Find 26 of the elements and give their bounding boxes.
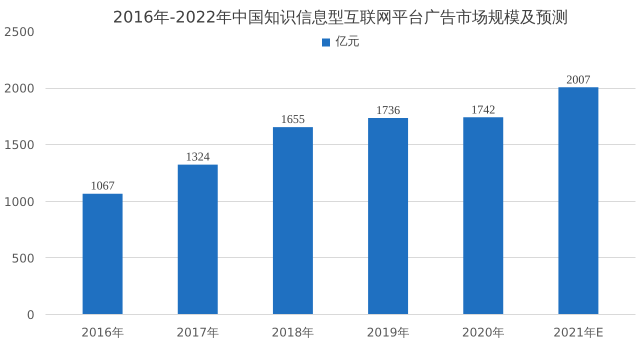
- x-tick-label: 2016年: [81, 326, 124, 340]
- bar: [558, 87, 598, 314]
- x-tick-label: 2019年: [366, 326, 410, 340]
- y-tick-label: 0: [26, 308, 35, 322]
- y-tick-label: 2000: [4, 82, 35, 96]
- x-tick-label: 2021年E: [553, 326, 604, 340]
- data-label: 2007: [566, 72, 590, 86]
- data-label: 1655: [280, 112, 305, 126]
- y-tick-label: 1500: [4, 138, 35, 152]
- chart-title: 2016年-2022年中国知识信息型互联网平台广告市场规模及预测: [112, 8, 568, 26]
- x-tick-label: 2018年: [272, 326, 314, 340]
- y-tick-label: 500: [12, 251, 34, 266]
- y-tick-label: 2500: [4, 25, 35, 39]
- x-tick-label: 2017年: [176, 326, 220, 340]
- bar: [463, 117, 504, 314]
- bar: [368, 118, 408, 314]
- bar: [82, 194, 123, 314]
- data-label: 1067: [90, 178, 115, 193]
- bar: [272, 127, 313, 314]
- data-label: 1324: [186, 150, 210, 164]
- data-label: 1742: [471, 102, 496, 116]
- bar: [178, 164, 218, 314]
- x-tick-label: 2020年: [462, 326, 505, 340]
- data-label: 1736: [376, 102, 400, 117]
- y-tick-label: 1000: [4, 194, 35, 209]
- legend-label: 亿元: [336, 33, 360, 50]
